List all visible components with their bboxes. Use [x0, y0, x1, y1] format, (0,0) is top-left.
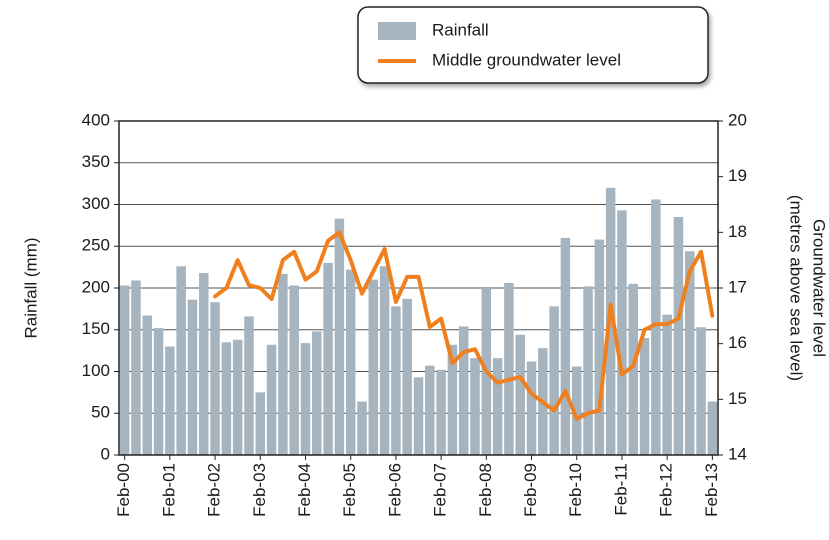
x-tick-label: Feb-05 [340, 463, 359, 517]
bar [560, 237, 571, 455]
x-tick-label: Feb-02 [205, 463, 224, 517]
bar [571, 366, 582, 455]
bar [628, 283, 638, 455]
bar [673, 217, 684, 455]
bar [187, 299, 198, 455]
bar [368, 279, 379, 455]
bar [515, 334, 525, 455]
bar [617, 210, 627, 455]
y-tick-label: 100 [82, 361, 110, 380]
bar [447, 344, 458, 455]
bar [278, 273, 288, 455]
bar [176, 266, 186, 455]
bar [684, 251, 695, 455]
x-tick-label: Feb-01 [159, 463, 178, 517]
y-tick-label: 50 [91, 403, 110, 422]
y-tick-label: 400 [82, 110, 110, 129]
bar [165, 346, 175, 455]
x-tick-label: Feb-00 [114, 463, 133, 517]
bar [119, 285, 130, 455]
bar [199, 272, 209, 455]
x-tick-label: Feb-04 [295, 463, 314, 517]
bar [594, 239, 605, 455]
y-tick-label: 350 [82, 152, 110, 171]
legend: Rainfall Middle groundwater level [357, 6, 709, 84]
bar [323, 262, 333, 455]
bar [549, 306, 559, 455]
bar [153, 328, 164, 455]
bar [334, 218, 345, 455]
bar [300, 343, 311, 455]
y-tick-label: 150 [82, 319, 110, 338]
bar [345, 269, 356, 455]
y-axis-title: Rainfall (mm) [21, 237, 40, 338]
bar [221, 342, 232, 455]
y2-tick-label: 17 [728, 277, 747, 296]
x-tick-label: Feb-10 [566, 463, 585, 517]
bar [583, 286, 593, 455]
legend-label: Middle groundwater level [432, 50, 621, 69]
bar [504, 282, 514, 455]
bar [289, 285, 299, 455]
bar [651, 199, 661, 455]
bar [142, 315, 153, 455]
bar [526, 361, 537, 455]
y2-tick-label: 19 [728, 166, 747, 185]
bar [357, 401, 367, 455]
x-tick-label: Feb-06 [385, 463, 404, 517]
line [213, 230, 715, 421]
x-tick-label: Feb-08 [476, 463, 495, 517]
bar [255, 392, 266, 455]
bar [436, 369, 446, 455]
bar [470, 358, 480, 455]
x-tick-label: Feb-07 [431, 463, 450, 517]
bar [402, 298, 412, 455]
bar [425, 365, 435, 455]
bar [707, 401, 718, 455]
legend-label: Rainfall [432, 20, 489, 39]
y2-tick-label: 15 [728, 389, 747, 408]
bar [492, 358, 503, 455]
y2-tick-label: 14 [728, 444, 747, 463]
plot-frame [118, 120, 719, 456]
bar [131, 280, 141, 455]
x-tick-label: Feb-12 [657, 463, 676, 517]
bar [458, 326, 469, 455]
bar [232, 339, 243, 455]
bar [266, 344, 277, 455]
y2-tick-label: 18 [728, 222, 747, 241]
y-tick-label: 250 [82, 236, 110, 255]
legend-box [357, 6, 709, 84]
bar [379, 266, 390, 455]
bar [312, 331, 322, 455]
bar [244, 316, 254, 455]
legend-swatch [378, 22, 416, 40]
bar [696, 327, 706, 455]
y-tick-label: 0 [101, 444, 110, 463]
y2-axis-title: (metres above sea level) [787, 195, 806, 381]
y2-tick-label: 16 [728, 333, 747, 352]
x-tick-label: Feb-03 [250, 463, 269, 517]
bar [391, 306, 401, 455]
bar [413, 377, 424, 455]
y2-axis-title: Groundwater level [810, 219, 829, 357]
y-tick-label: 300 [82, 194, 110, 213]
y-tick-label: 200 [82, 277, 110, 296]
bar [639, 338, 650, 455]
x-tick-label: Feb-13 [702, 463, 721, 517]
y2-tick-label: 20 [728, 110, 747, 129]
bar [210, 302, 220, 455]
x-tick-label: Feb-09 [521, 463, 540, 517]
bar [662, 314, 672, 455]
x-tick-label: Feb-11 [611, 463, 630, 516]
